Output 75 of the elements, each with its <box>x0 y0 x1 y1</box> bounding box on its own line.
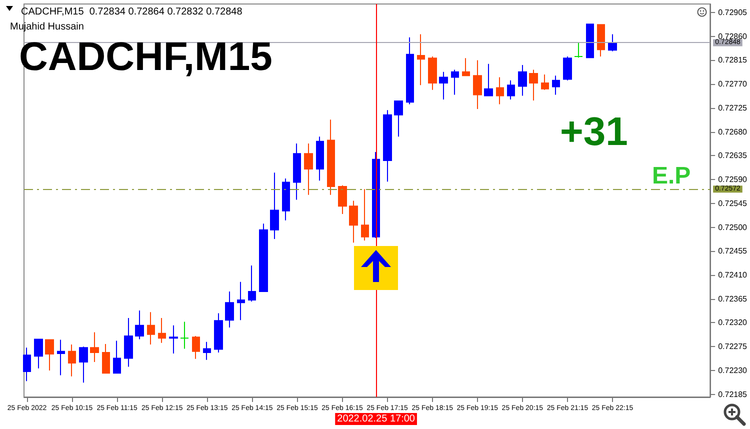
chart-subtitle: CADCHF,M15 0.72834 0.72864 0.72832 0.72848 <box>21 6 243 18</box>
y-tick-label: 0.72635 <box>718 151 748 160</box>
y-tick-label: 0.72455 <box>718 246 748 256</box>
y-tick-label: 0.72275 <box>718 342 748 352</box>
candlestick <box>113 340 121 374</box>
y-tick-label: 0.72410 <box>718 270 748 280</box>
candlestick <box>237 281 245 321</box>
candlestick <box>439 71 448 100</box>
candlestick <box>169 324 178 354</box>
candlestick <box>586 24 594 58</box>
candlestick <box>574 42 583 58</box>
candlestick <box>349 200 358 244</box>
candlestick <box>394 100 403 138</box>
candlestick <box>34 338 43 369</box>
candlestick <box>316 136 324 182</box>
y-tick-label: 0.72860 <box>718 32 748 41</box>
y-tick-label: 0.72815 <box>718 56 748 65</box>
candlestick <box>135 310 144 340</box>
text: CADCHF,M15 <box>19 35 272 79</box>
y-tick-label: 0.72500 <box>718 222 748 232</box>
candlestick <box>147 312 155 345</box>
candlestick <box>124 317 133 368</box>
candlestick <box>496 76 504 105</box>
annotation: +31 <box>560 110 628 154</box>
candlestick <box>451 69 459 96</box>
y-tick-label: 0.72905 <box>718 8 748 17</box>
candlestick <box>304 142 313 196</box>
candlestick <box>507 80 515 100</box>
y-tick-label: 0.72230 <box>718 366 748 375</box>
y-tick-label: 0.72725 <box>718 103 748 112</box>
candlestick <box>608 34 617 52</box>
candlestick <box>203 341 211 360</box>
candlestick <box>57 339 65 376</box>
candlestick <box>79 346 88 384</box>
y-tick-label: 0.72545 <box>718 198 748 208</box>
ref-line-label: 2022.02.25 17:00 <box>337 414 416 424</box>
candlestick <box>282 178 290 221</box>
candlestick <box>552 75 560 96</box>
candlestick <box>192 336 200 360</box>
candlestick <box>529 69 538 102</box>
candlestick <box>90 332 99 362</box>
candlestick <box>45 338 54 371</box>
candlestick <box>518 64 527 96</box>
candlestick <box>327 119 335 196</box>
y-tick-label: 0.72320 <box>718 318 748 328</box>
candlestick <box>23 347 31 382</box>
candlestick <box>214 312 223 353</box>
candlestick <box>361 188 369 242</box>
y-tick-label: 0.72590 <box>718 175 748 184</box>
y-tick-label: 0.72185 <box>718 390 748 399</box>
candlestick <box>68 344 76 377</box>
candlestick <box>158 317 166 344</box>
y-tick-label: 0.72770 <box>718 80 748 89</box>
candlestick <box>563 56 572 81</box>
candlestick <box>541 74 549 90</box>
candlestick <box>293 142 301 200</box>
candlestick <box>462 58 470 76</box>
candlestick <box>338 184 347 215</box>
candlestick <box>597 24 605 58</box>
candlestick <box>259 223 268 292</box>
annotation: E.P <box>652 162 691 190</box>
candlestick <box>270 172 279 240</box>
candlestick <box>180 321 189 350</box>
candlestick <box>428 56 437 90</box>
candlestick <box>102 343 110 374</box>
candlestick <box>484 63 493 97</box>
candlestick <box>383 110 392 182</box>
y-tick-label: 0.72365 <box>718 294 748 304</box>
candlestick <box>406 36 414 105</box>
candlestick <box>473 60 482 110</box>
candlestick <box>417 34 425 86</box>
candlestick <box>225 290 234 328</box>
y-tick-label: 0.72680 <box>718 127 748 136</box>
annotation: Mujahid Hussain <box>10 22 84 32</box>
candlestick <box>248 264 256 302</box>
